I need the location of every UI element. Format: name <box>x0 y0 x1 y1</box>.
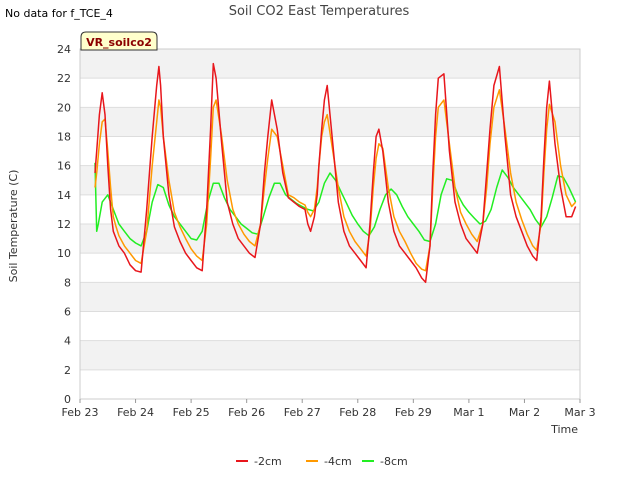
y-tick-label: 20 <box>57 101 71 114</box>
series-line-minus-4cm <box>94 89 577 272</box>
x-axis-label: Time <box>550 423 578 436</box>
x-tick-label: Mar 2 <box>509 406 540 419</box>
y-tick-label: 4 <box>64 335 71 348</box>
x-tick-label: Feb 26 <box>228 406 265 419</box>
y-tick-label: 12 <box>57 218 71 231</box>
legend-label: -2cm <box>254 455 282 468</box>
y-tick-label: 22 <box>57 72 71 85</box>
x-tick-label: Feb 28 <box>339 406 376 419</box>
plot-band <box>80 49 580 79</box>
x-tick-label: Mar 3 <box>564 406 595 419</box>
station-badge-label: VR_soilco2 <box>86 36 152 49</box>
chart-title: Soil CO2 East Temperatures <box>229 4 410 19</box>
y-axis-label: Soil Temperature (C) <box>7 170 20 283</box>
series-line-minus-8cm <box>94 162 577 247</box>
x-tick-label: Feb 24 <box>117 406 154 419</box>
no-data-note: No data for f_TCE_4 <box>5 7 113 20</box>
legend-label: -8cm <box>380 455 408 468</box>
station-badge: VR_soilco2 <box>80 31 158 51</box>
plot-band <box>80 165 580 195</box>
y-tick-label: 24 <box>57 43 71 56</box>
y-tick-label: 0 <box>64 393 71 406</box>
legend-label: -4cm <box>324 455 352 468</box>
plot-band <box>80 224 580 254</box>
x-axis-ticks: Feb 23 Feb 24 Feb 25 Feb 26 Feb 27 Feb 28 Feb … <box>62 399 596 419</box>
series-line-minus-2cm <box>94 62 577 284</box>
y-tick-label: 16 <box>57 160 71 173</box>
plot-frame <box>79 48 581 400</box>
plot-band <box>80 340 580 370</box>
x-tick-label: Feb 25 <box>173 406 210 419</box>
y-tick-label: 6 <box>64 306 71 319</box>
y-tick-label: 18 <box>57 131 71 144</box>
y-tick-label: 8 <box>64 276 71 289</box>
x-tick-label: Mar 1 <box>453 406 484 419</box>
x-tick-label: Feb 29 <box>395 406 432 419</box>
y-tick-label: 10 <box>57 247 71 260</box>
x-tick-label: Feb 27 <box>284 406 321 419</box>
y-tick-label: 2 <box>64 364 71 377</box>
series-layer <box>94 62 577 284</box>
legend: -2cm -4cm -8cm <box>236 455 408 468</box>
y-tick-label: 14 <box>57 189 71 202</box>
plot-band <box>80 282 580 312</box>
x-tick-label: Feb 23 <box>62 406 99 419</box>
